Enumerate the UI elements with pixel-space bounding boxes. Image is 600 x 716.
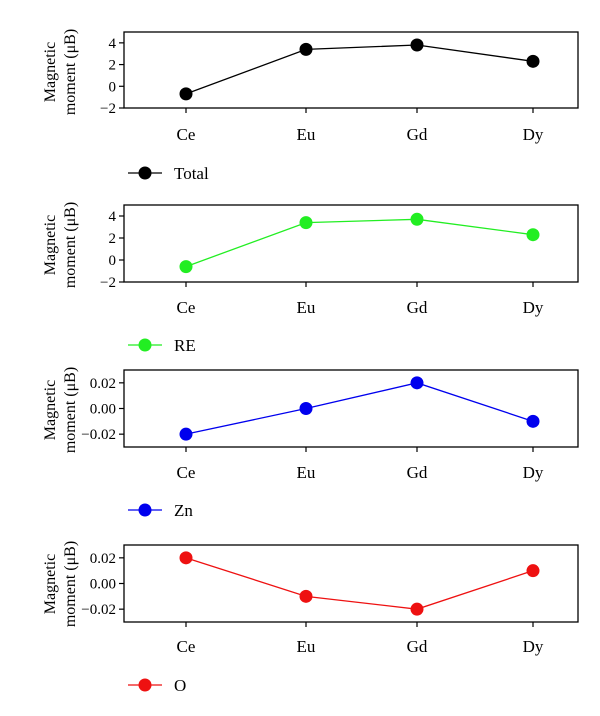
x-tick-label: Dy xyxy=(523,125,544,144)
x-tick-label: Dy xyxy=(523,637,544,656)
y-tick-label: 2 xyxy=(109,58,117,74)
y-tick-label: −0.02 xyxy=(81,427,116,443)
y-tick-label: −2 xyxy=(100,101,116,117)
y-axis-label-line2: moment (μB) xyxy=(62,541,79,627)
x-tick-label: Dy xyxy=(523,298,544,317)
data-point xyxy=(299,216,313,230)
y-tick-label: 2 xyxy=(109,231,117,247)
legend-label: RE xyxy=(174,336,196,355)
y-tick-label: 0.00 xyxy=(90,402,116,418)
data-point xyxy=(179,87,193,101)
y-tick-label: 4 xyxy=(109,36,117,52)
y-tick-label: 0 xyxy=(109,79,117,95)
legend-marker xyxy=(138,338,152,352)
series-line xyxy=(185,382,534,435)
x-tick-label: Ce xyxy=(177,298,196,317)
data-point xyxy=(526,564,540,578)
series-line xyxy=(185,44,534,95)
series-line xyxy=(185,557,534,610)
x-tick-label: Gd xyxy=(407,298,428,317)
data-point xyxy=(410,212,424,226)
data-point xyxy=(526,54,540,68)
x-tick-label: Ce xyxy=(177,463,196,482)
data-point xyxy=(410,376,424,390)
x-tick-label: Eu xyxy=(297,125,316,144)
y-axis-label-line2: moment (μB) xyxy=(62,202,79,288)
chart-panel-4: −0.02 0.00 0.02 Ce Eu Gd Dy Magnetic moment (μB)… xyxy=(42,541,579,695)
data-point xyxy=(179,551,193,565)
x-tick-label: Eu xyxy=(297,463,316,482)
y-tick-label: 4 xyxy=(109,209,117,225)
x-tick-label: Gd xyxy=(407,125,428,144)
data-point xyxy=(526,228,540,242)
chart-panel-2: −2 0 2 4 Ce Eu Gd Dy Magnetic moment (μB) RE xyxy=(42,202,579,355)
legend-marker xyxy=(138,503,152,517)
chart-panel-3: −0.02 0.00 0.02 Ce Eu Gd Dy Magnetic moment (μB)… xyxy=(42,367,579,520)
data-point xyxy=(410,602,424,616)
y-tick-label: 0.02 xyxy=(90,376,116,392)
chart-panel-1: −2 0 2 4 Ce Eu Gd Dy Magnetic moment (μB) Total xyxy=(42,29,579,183)
data-point xyxy=(179,260,193,274)
x-tick-label: Gd xyxy=(407,637,428,656)
y-tick-label: 0.00 xyxy=(90,577,116,593)
data-point xyxy=(179,427,193,441)
y-axis-label-line1: Magnetic xyxy=(42,42,59,102)
legend-label: Total xyxy=(174,164,209,183)
y-axis-label-line1: Magnetic xyxy=(42,215,59,275)
data-point xyxy=(299,42,313,56)
series-line xyxy=(185,218,534,268)
plot-frame xyxy=(123,204,579,283)
y-axis-label-line1: Magnetic xyxy=(42,554,59,614)
data-point xyxy=(299,402,313,415)
y-tick-label: 0.02 xyxy=(90,551,116,567)
data-point xyxy=(410,38,424,52)
y-axis-label-line2: moment (μB) xyxy=(62,367,79,453)
x-tick-label: Dy xyxy=(523,463,544,482)
legend-marker xyxy=(138,678,152,692)
x-tick-label: Ce xyxy=(177,637,196,656)
data-point xyxy=(299,589,313,603)
y-axis-label-line2: moment (μB) xyxy=(62,29,79,115)
data-point xyxy=(526,414,540,428)
y-tick-label: −0.02 xyxy=(81,602,116,618)
y-tick-label: 0 xyxy=(109,253,117,269)
legend-marker xyxy=(138,166,152,180)
y-axis-label-line1: Magnetic xyxy=(42,380,59,440)
x-tick-label: Eu xyxy=(297,298,316,317)
plot-frame xyxy=(123,31,579,109)
x-tick-label: Eu xyxy=(297,637,316,656)
legend-label: Zn xyxy=(174,501,193,520)
y-tick-label: −2 xyxy=(100,275,116,291)
x-tick-label: Ce xyxy=(177,125,196,144)
x-tick-label: Gd xyxy=(407,463,428,482)
legend-label: O xyxy=(174,676,186,695)
